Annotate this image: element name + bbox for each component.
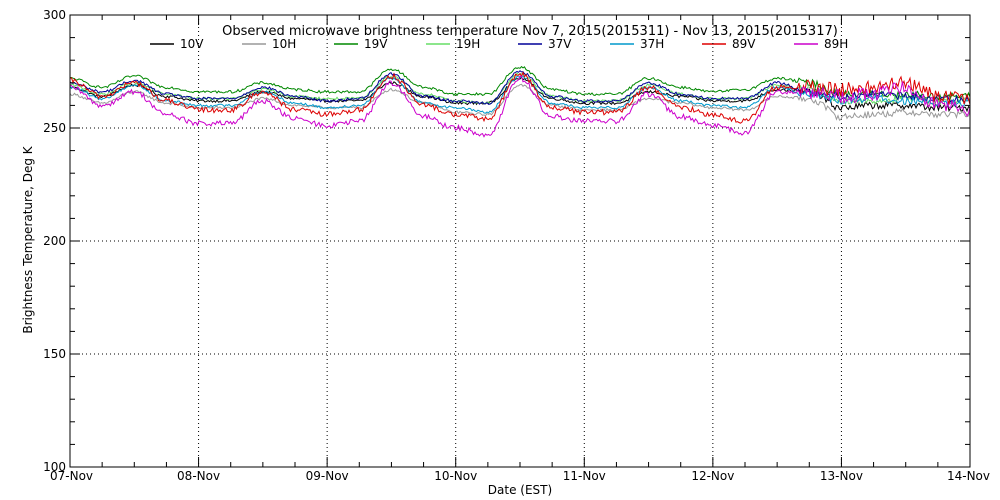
chart-title: Observed microwave brightness temperatur… <box>222 24 838 39</box>
series-line-10h <box>69 83 971 121</box>
legend-label-89h: 89H <box>824 37 848 51</box>
series-lines <box>69 65 971 138</box>
x-tick-label: 13-Nov <box>820 469 863 483</box>
series-line-89v <box>69 71 971 124</box>
x-axis-label: Date (EST) <box>488 483 552 497</box>
legend-label-10h: 10H <box>272 37 296 51</box>
x-tick-label: 12-Nov <box>691 469 734 483</box>
legend: 10V 10H 19V 19H 37V 37H 89V 89H <box>150 37 848 51</box>
legend-label-19h: 19H <box>456 37 480 51</box>
axes: 100 150 200 250 300 07-Nov 08-Nov 09-Nov 10-Nov 1… <box>43 8 990 483</box>
legend-label-89v: 89V <box>732 37 756 51</box>
grid-lines <box>70 15 970 467</box>
plot-frame <box>69 14 971 468</box>
x-tick-label: 09-Nov <box>306 469 349 483</box>
legend-label-10v: 10V <box>180 37 204 51</box>
legend-label-37v: 37V <box>548 37 572 51</box>
y-tick-label: 200 <box>43 234 66 248</box>
y-tick-label: 100 <box>43 460 66 474</box>
y-tick-label: 150 <box>43 347 66 361</box>
legend-label-19v: 19V <box>364 37 388 51</box>
y-axis-label: Brightness Temperature, Deg K <box>21 145 35 333</box>
x-tick-label: 08-Nov <box>177 469 220 483</box>
y-tick-label: 300 <box>43 8 66 22</box>
x-tick-label: 07-Nov <box>50 469 93 483</box>
y-tick-label: 250 <box>43 121 66 135</box>
series-line-89h <box>69 75 971 138</box>
x-tick-label: 14-Nov <box>947 469 990 483</box>
legend-label-37h: 37H <box>640 37 664 51</box>
x-tick-label: 10-Nov <box>434 469 477 483</box>
x-tick-label: 11-Nov <box>563 469 606 483</box>
